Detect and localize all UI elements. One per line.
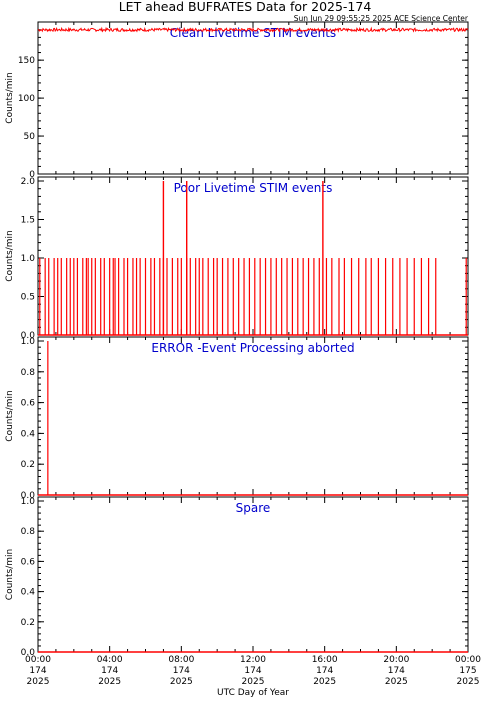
y-tick-label: 0.2	[21, 460, 35, 470]
y-tick-label: 2.0	[21, 177, 36, 187]
panel-title: Poor Livetime STIM events	[174, 181, 333, 195]
y-tick-label: 0.8	[21, 368, 36, 378]
x-axis-ticks: 00:00174202504:00174202508:00174202512:0…	[25, 655, 481, 687]
y-axis-label: Counts/min	[5, 549, 15, 600]
x-tick-year: 2025	[385, 677, 408, 687]
x-tick-time: 00:00	[25, 655, 51, 665]
panel-frame	[37, 496, 469, 653]
x-tick-time: 00:00	[455, 655, 481, 665]
y-tick-label: 0.6	[21, 399, 36, 409]
timestamp-stamp: Sun Jun 29 09:55:25 2025 ACE Science Cen…	[294, 14, 469, 23]
y-tick-label: 0	[29, 170, 35, 180]
y-tick-label: 0.4	[21, 588, 36, 598]
page-title: LET ahead BUFRATES Data for 2025-174	[119, 0, 372, 14]
y-tick-label: 0.8	[21, 527, 36, 537]
x-tick-doy: 174	[173, 666, 190, 676]
x-tick-doy: 174	[316, 666, 333, 676]
y-tick-label: 0.0	[21, 648, 36, 658]
x-axis-label: UTC Day of Year	[217, 688, 289, 698]
x-tick-doy: 174	[244, 666, 261, 676]
series-line	[37, 26, 469, 33]
x-tick-year: 2025	[242, 677, 265, 687]
y-axis-label: Counts/min	[5, 72, 15, 123]
y-tick-label: 0.4	[21, 429, 36, 439]
x-tick-time: 12:00	[240, 655, 266, 665]
panel-frame	[37, 336, 469, 496]
x-tick-time: 04:00	[97, 655, 123, 665]
x-tick-time: 20:00	[383, 655, 409, 665]
y-tick-label: 50	[24, 132, 36, 142]
y-tick-label: 0.5	[21, 293, 35, 303]
y-tick-label: 1.0	[21, 337, 36, 347]
y-tick-label: 0.2	[21, 618, 35, 628]
x-tick-year: 2025	[98, 677, 121, 687]
x-tick-doy: 174	[388, 666, 405, 676]
y-axis-label: Counts/min	[5, 390, 15, 441]
panels: Clean Livetime STIM eventsCounts/min0501…	[5, 21, 469, 658]
x-tick-time: 16:00	[312, 655, 338, 665]
panel-frame	[37, 21, 469, 175]
x-tick-doy: 174	[101, 666, 118, 676]
y-tick-label: 0.6	[21, 557, 36, 567]
y-tick-label: 100	[18, 94, 35, 104]
panel-title: Spare	[236, 501, 271, 515]
panel-2: Poor Livetime STIM events Counts/min 0.0 0.…	[5, 176, 469, 341]
panel-frame	[37, 176, 469, 336]
y-tick-label: 1.0	[21, 497, 36, 507]
panel-1: Clean Livetime STIM eventsCounts/min0501…	[5, 21, 469, 180]
panel-4: Spare Counts/min 0.0 0.2 0.4 0.6 0.8 1.0	[5, 496, 469, 658]
y-tick-label: 1.0	[21, 254, 36, 264]
y-tick-label: 150	[18, 56, 35, 66]
y-axis-label: Counts/min	[5, 230, 15, 281]
x-tick-time: 08:00	[168, 655, 194, 665]
panel-3: ERROR -Event Processing aborted Counts/mi…	[5, 336, 469, 501]
x-tick-doy: 174	[29, 666, 46, 676]
y-tick-label: 0.0	[21, 491, 36, 501]
panel-title: ERROR -Event Processing aborted	[151, 341, 354, 355]
x-tick-year: 2025	[313, 677, 336, 687]
x-tick-year: 2025	[457, 677, 480, 687]
y-tick-label: 0.0	[21, 331, 36, 341]
x-tick-doy: 175	[459, 666, 476, 676]
x-tick-year: 2025	[27, 677, 50, 687]
y-tick-label: 1.5	[21, 216, 35, 226]
x-tick-year: 2025	[170, 677, 193, 687]
